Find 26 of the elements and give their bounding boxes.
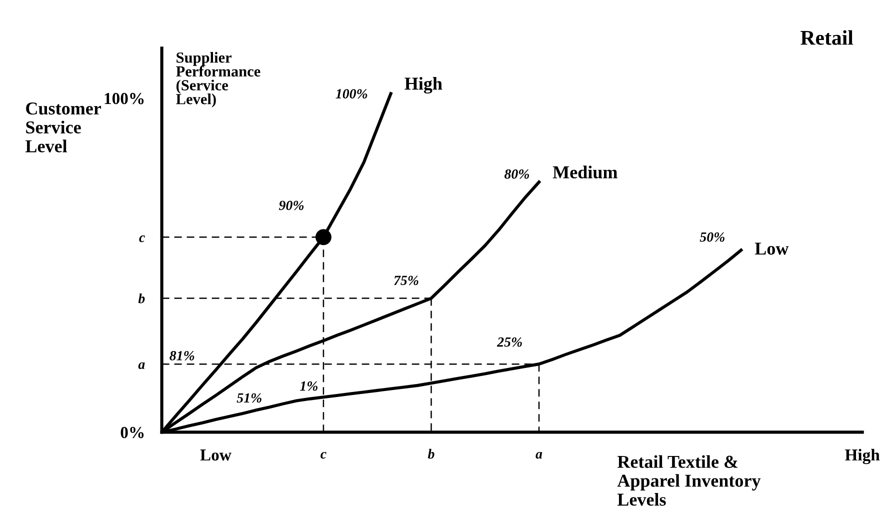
x-axis-title: Retail Textile & Apparel Inventory Levels <box>617 455 761 506</box>
annotation: 25% <box>496 337 522 347</box>
y-tick-label: a <box>138 362 145 370</box>
series-label: Medium <box>552 166 618 178</box>
annotation: 81% <box>170 351 194 360</box>
y-tick-label: 0% <box>120 426 144 438</box>
legend-title: Supplier Performance (Service Level) <box>176 52 260 108</box>
annotation: 51% <box>236 393 262 403</box>
series-label: Low <box>754 242 789 255</box>
annotation: 1% <box>300 381 318 391</box>
annotation: 80% <box>504 169 529 179</box>
y-tick-label: c <box>139 235 145 242</box>
annotation: 75% <box>394 276 418 286</box>
x-tick-label: b <box>428 448 434 459</box>
y-tick-label: b <box>138 293 145 304</box>
x-tick-label: c <box>320 452 326 459</box>
annotation: 100% <box>336 89 368 99</box>
y-axis-title: Customer Service Level <box>26 102 102 152</box>
annotation: 90% <box>278 200 304 210</box>
x-tick-label: a <box>536 452 542 459</box>
annotation: 50% <box>700 232 724 242</box>
series-label: High <box>404 77 442 94</box>
chart-title: Retail <box>800 30 854 45</box>
x-tick-label: Low <box>200 450 232 461</box>
y-tick-label: 100% <box>104 92 144 104</box>
x-tick-label: High <box>845 448 880 464</box>
